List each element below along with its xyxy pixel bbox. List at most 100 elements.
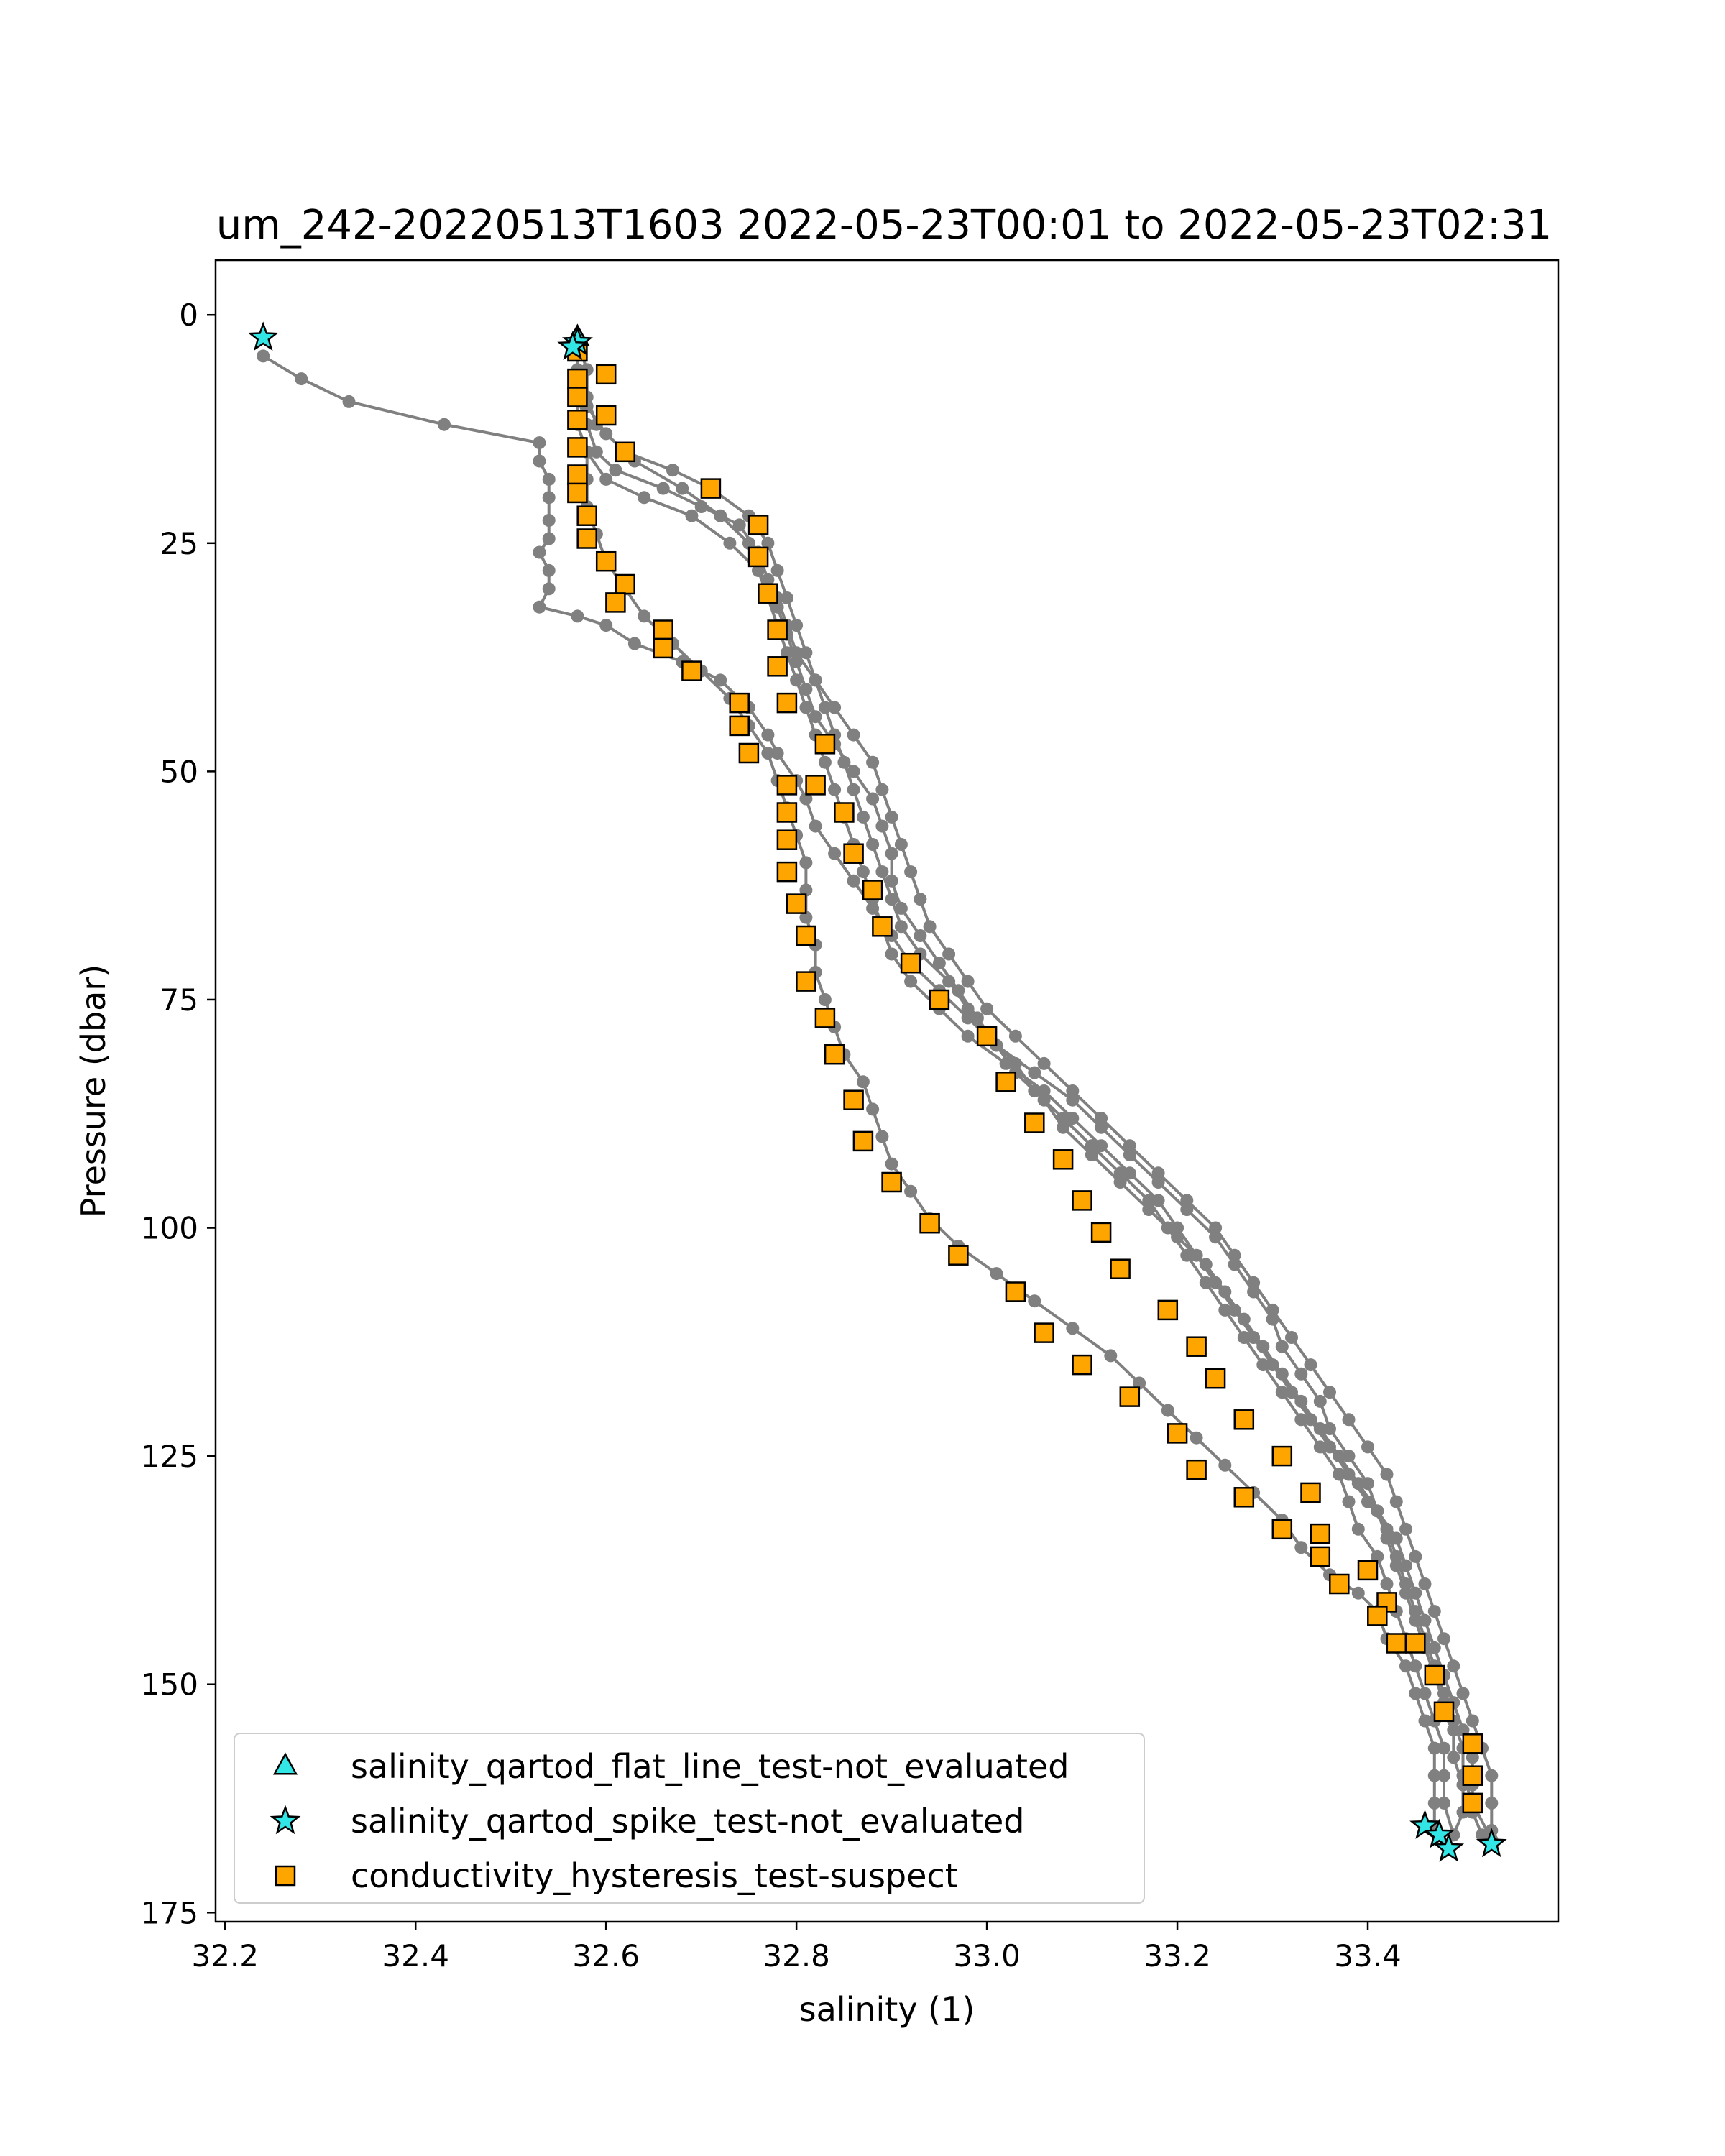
profile-point — [1294, 1541, 1308, 1554]
profile-point — [542, 582, 556, 596]
profile-point — [1294, 1413, 1308, 1427]
x-axis-label: salinity (1) — [799, 1990, 975, 2029]
profile-point — [1218, 1303, 1232, 1317]
hysteresis-suspect-marker — [681, 660, 702, 681]
profile-point — [904, 1184, 918, 1198]
profile-point — [1151, 1176, 1165, 1189]
hysteresis-suspect-marker — [1052, 1149, 1074, 1170]
profile-point — [1371, 1549, 1384, 1563]
profile-point — [1371, 1504, 1384, 1518]
profile-point — [770, 563, 784, 577]
profile-point — [685, 509, 699, 522]
hysteresis-suspect-marker — [776, 692, 798, 714]
profile-point — [894, 901, 908, 915]
spike-not-evaluated-marker — [1433, 1832, 1465, 1862]
profile-point — [1113, 1176, 1127, 1189]
profile-point — [1218, 1458, 1232, 1472]
hysteresis-suspect-marker — [872, 916, 893, 937]
chart-title: um_242-20220513T1603 2022-05-23T00:01 to… — [216, 202, 1552, 249]
x-tick-label: 33.0 — [953, 1938, 1021, 1973]
hysteresis-suspect-marker — [1167, 1423, 1188, 1444]
profile-point — [780, 591, 794, 604]
profile-point — [599, 619, 613, 632]
y-tick-label: 25 — [160, 526, 198, 561]
hysteresis-suspect-marker — [995, 1072, 1016, 1092]
profile-point — [1351, 1522, 1365, 1536]
x-tick-label: 32.2 — [191, 1938, 259, 1973]
profile-point — [1361, 1440, 1374, 1454]
hysteresis-suspect-marker — [1271, 1445, 1293, 1467]
profile-point — [295, 372, 308, 386]
profile-point — [1389, 1549, 1403, 1563]
profile-point — [1427, 1796, 1441, 1810]
profile-point — [1294, 1367, 1308, 1381]
profile-point — [1409, 1687, 1422, 1700]
profile-point — [1409, 1605, 1422, 1618]
profile-point — [1418, 1613, 1432, 1627]
profile-point — [1095, 1120, 1108, 1134]
profile-point — [1380, 1522, 1394, 1536]
hysteresis-suspect-marker — [862, 880, 883, 900]
profile-point — [542, 491, 556, 505]
profile-point — [790, 673, 804, 687]
profile-point — [533, 600, 546, 614]
profile-point — [1323, 1440, 1336, 1454]
y-tick-label: 175 — [141, 1895, 198, 1930]
profile-point — [542, 563, 556, 577]
profile-point — [638, 609, 651, 623]
profile-point — [875, 1130, 889, 1143]
profile-point — [1028, 1066, 1041, 1079]
profile-point — [1438, 1796, 1450, 1810]
profile-point — [1266, 1303, 1279, 1317]
profile-point — [1180, 1248, 1194, 1262]
profile-point — [1333, 1468, 1346, 1481]
profile-point — [1028, 1294, 1041, 1308]
profile-point — [1466, 1751, 1479, 1764]
hysteresis-suspect-marker — [1005, 1281, 1026, 1302]
hysteresis-suspect-marker — [1072, 1354, 1092, 1376]
profile-point — [1351, 1586, 1365, 1600]
profile-point — [1008, 1029, 1022, 1043]
hysteresis-suspect-marker — [776, 802, 798, 823]
profile-point — [1237, 1312, 1251, 1326]
profile-point — [1095, 1112, 1108, 1125]
profile-point — [1199, 1276, 1213, 1289]
hysteresis-suspect-marker — [615, 441, 635, 463]
profile-point — [342, 395, 356, 408]
profile-point — [1037, 1084, 1051, 1097]
profile-point — [847, 874, 860, 888]
hysteresis-suspect-marker — [700, 478, 722, 499]
hysteresis-suspect-marker — [1205, 1368, 1226, 1389]
hysteresis-suspect-marker — [776, 775, 798, 796]
profile-point — [1380, 1577, 1394, 1590]
hysteresis-suspect-marker — [567, 464, 588, 485]
profile-point — [1304, 1358, 1317, 1372]
profile-point — [904, 975, 918, 988]
profile-point — [542, 514, 556, 527]
legend-label-flat-line: salinity_qartod_flat_line_test-not_evalu… — [351, 1747, 1069, 1786]
profile-point — [1399, 1522, 1412, 1536]
profile-point — [790, 619, 804, 632]
hysteresis-suspect-marker — [824, 1044, 845, 1065]
profile-point — [1409, 1549, 1422, 1563]
hysteresis-suspect-marker — [1119, 1386, 1141, 1407]
profile-point — [1399, 1559, 1412, 1572]
profile-point — [799, 856, 813, 870]
profile-point — [589, 445, 603, 459]
hysteresis-suspect-marker — [834, 802, 855, 823]
profile-point — [1266, 1358, 1279, 1372]
x-tick-label: 33.2 — [1144, 1938, 1211, 1973]
x-tick-label: 32.6 — [572, 1938, 640, 1973]
hysteresis-suspect-marker — [776, 861, 798, 883]
y-tick-label: 100 — [141, 1211, 198, 1246]
profile-point — [1104, 1349, 1118, 1363]
profile-point — [856, 1075, 870, 1089]
hysteresis-suspect-marker — [1271, 1519, 1293, 1540]
hysteresis-suspect-marker — [796, 971, 816, 992]
hysteresis-suspect-marker — [1024, 1112, 1045, 1133]
profile-point — [1066, 1112, 1080, 1125]
profile-point — [723, 536, 737, 550]
profile-point — [1037, 1056, 1051, 1070]
plot-frame — [214, 259, 1560, 1923]
hysteresis-suspect-marker — [786, 893, 807, 914]
